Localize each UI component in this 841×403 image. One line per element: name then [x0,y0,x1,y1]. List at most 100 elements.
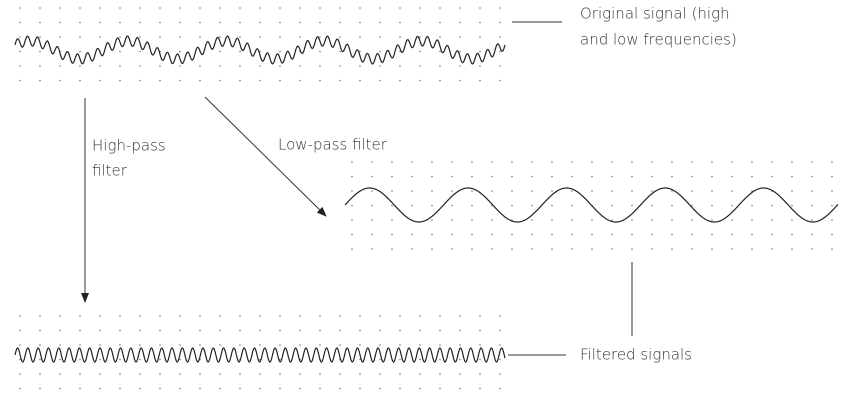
grid-dot [319,344,321,346]
grid-dot [119,36,121,38]
grid-dot [79,344,81,346]
low-pass-label: Low-pass filter [278,136,388,154]
grid-dot [431,233,433,236]
grid-dot [731,175,733,178]
grid-dot [511,175,513,178]
grid-dot [479,329,481,332]
grid-dot [139,344,141,346]
grid-dot [219,373,221,375]
grid-dot [359,36,361,38]
grid-dot [119,373,121,375]
grid-dot [359,79,361,82]
grid-dot [439,315,441,317]
grid-dot [451,204,453,207]
grid-dot [319,50,321,53]
grid-dot [79,373,81,375]
grid-dot [491,248,493,250]
grid-dot [199,387,201,390]
grid-dot [219,65,221,67]
grid-dot [259,36,261,38]
grid-dot [471,161,473,163]
grid-dot [571,248,573,250]
grid-dot [39,329,41,332]
grid-dot [19,21,21,24]
high-pass-label: High-pass [92,137,166,155]
grid-dot [99,387,101,390]
grid-dot [399,344,401,346]
grid-dot [391,161,393,163]
grid-dot [411,248,413,250]
grid-dot [199,21,201,24]
grid-dot [279,21,281,24]
waveform [14,347,506,363]
grid-dot [419,358,421,361]
grid-dot [99,344,101,346]
grid-dot [611,233,613,236]
grid-dot [39,315,41,317]
grid-dot [399,7,401,9]
grid-dot [19,7,21,9]
grid-dot [59,358,61,361]
grid-dot [299,65,301,67]
grid-dot [259,387,261,390]
grid-dot [19,36,21,38]
grid-dot [459,79,461,82]
grid-dot [499,79,501,82]
grid-dot [811,219,813,221]
grid-dot [771,233,773,236]
grid-dot [479,79,481,82]
grid-dot [119,315,121,317]
grid-dot [791,233,793,236]
grid-dot [199,65,201,67]
grid-dot [259,344,261,346]
grid-dot [791,204,793,207]
grid-dot [139,65,141,67]
grid-dot [591,233,593,236]
grid-dot [651,175,653,178]
grid-dot [671,161,673,163]
grid-dot [631,161,633,163]
grid-dot [339,21,341,24]
grid-dot [439,344,441,346]
grid-dot [451,219,453,221]
grid-dot [159,358,161,361]
grid-dot [99,315,101,317]
grid-dot [299,21,301,24]
grid-dot [299,344,301,346]
grid-dot [219,50,221,53]
grid-dot [671,175,673,178]
grid-dot [499,21,501,24]
grid-dot [631,175,633,178]
original-label: and low frequencies) [580,31,737,49]
grid-dot [339,373,341,375]
grid-dot [419,315,421,317]
grid-dot [339,329,341,332]
grid-dot [19,373,21,375]
grid-dot [159,373,161,375]
grid-dot [159,329,161,332]
grid-dot [359,358,361,361]
grid-dot [651,204,653,207]
grid-dot [811,161,813,163]
grid-dot [419,21,421,24]
grid-dot [499,36,501,38]
grid-dot [419,79,421,82]
grid-dot [471,204,473,207]
grid-dot [259,329,261,332]
grid-dot [419,387,421,390]
grid-dot [751,233,753,236]
grid-dot [419,329,421,332]
grid-dot [159,79,161,82]
grid-dot [671,190,673,192]
grid-dot [411,190,413,192]
grid-dot [611,219,613,221]
grid-dot [39,373,41,375]
grid-dot [631,204,633,207]
grid-dot [359,329,361,332]
grid-dot [379,344,381,346]
grid-dot [751,219,753,221]
grid-dot [611,175,613,178]
grid-dot [139,387,141,390]
grid-dot [119,329,121,332]
grid-dot [299,7,301,9]
